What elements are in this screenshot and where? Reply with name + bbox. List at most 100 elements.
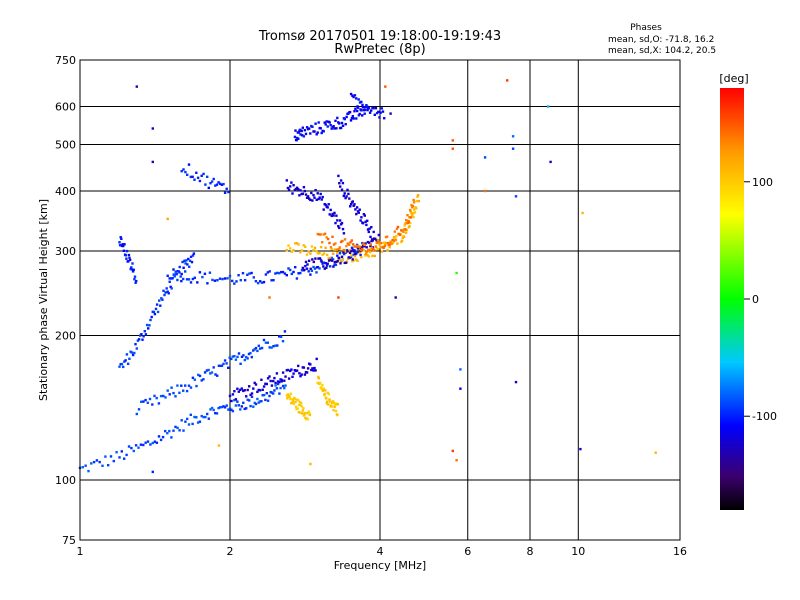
data-point — [400, 239, 404, 242]
data-point — [307, 250, 310, 253]
data-point — [133, 278, 136, 281]
data-point — [483, 156, 487, 159]
data-point — [295, 139, 298, 142]
data-point — [161, 298, 164, 301]
data-point — [209, 182, 212, 185]
data-point — [249, 404, 252, 408]
data-point — [416, 195, 419, 198]
data-point — [147, 327, 150, 330]
data-point — [292, 249, 295, 252]
data-point — [230, 408, 233, 411]
data-point — [264, 398, 267, 402]
data-point — [329, 400, 332, 403]
data-point — [312, 369, 315, 372]
data-point — [231, 393, 235, 396]
data-point — [337, 257, 341, 260]
data-point — [299, 375, 302, 378]
data-point — [221, 277, 224, 281]
data-point — [349, 119, 353, 122]
data-point — [312, 260, 315, 264]
data-point — [317, 257, 320, 260]
data-point — [176, 384, 179, 387]
data-point — [349, 241, 352, 244]
data-point — [326, 206, 329, 209]
data-point — [260, 378, 263, 381]
data-point — [348, 110, 352, 114]
data-point — [360, 109, 363, 112]
data-point — [186, 417, 189, 421]
data-point — [146, 440, 150, 443]
data-point — [265, 392, 268, 395]
data-point — [312, 249, 315, 252]
data-point — [101, 464, 104, 467]
data-point — [319, 127, 322, 130]
data-point — [279, 378, 282, 381]
data-point — [339, 185, 342, 188]
data-point — [319, 245, 323, 249]
data-point — [329, 208, 332, 212]
data-point — [230, 399, 233, 403]
data-point — [131, 270, 135, 273]
data-point — [90, 462, 93, 465]
data-point — [322, 252, 326, 255]
data-point — [210, 406, 214, 410]
data-point — [186, 263, 189, 266]
data-point — [322, 388, 325, 392]
data-point — [330, 248, 333, 251]
data-point — [254, 346, 258, 350]
data-point — [321, 241, 324, 244]
data-point — [352, 117, 355, 120]
data-point — [130, 446, 133, 450]
data-point — [222, 405, 225, 408]
data-point — [324, 389, 327, 392]
data-point — [352, 95, 355, 99]
y-tick-labels: 75 100 200 300 400 500 600 750 — [55, 54, 76, 547]
data-point — [281, 270, 285, 274]
data-point — [166, 389, 169, 392]
data-point — [289, 392, 293, 395]
data-point — [511, 147, 515, 150]
data-point — [326, 125, 329, 128]
data-point — [370, 239, 373, 243]
data-point — [343, 238, 347, 241]
data-point — [317, 377, 320, 380]
data-point — [391, 241, 395, 245]
data-point — [120, 237, 123, 240]
data-point — [170, 436, 173, 439]
data-point — [213, 279, 217, 282]
data-point — [297, 411, 301, 414]
data-point — [332, 265, 335, 268]
data-point — [332, 214, 335, 217]
data-point — [231, 409, 235, 413]
data-point — [143, 330, 146, 333]
data-point — [201, 275, 204, 279]
data-point — [345, 195, 348, 198]
data-point — [189, 386, 193, 389]
data-point — [243, 389, 246, 392]
data-point — [270, 384, 274, 387]
data-point — [351, 248, 354, 251]
data-point — [198, 271, 202, 274]
data-point — [272, 379, 275, 383]
data-point — [290, 368, 293, 371]
data-point — [134, 444, 138, 447]
data-point — [319, 382, 322, 385]
data-point — [304, 264, 307, 268]
data-point — [411, 206, 414, 209]
data-point — [405, 219, 408, 222]
data-point — [348, 197, 351, 200]
stats-x-mode: mean, sd,X: 104.2, 20.5 — [608, 46, 716, 56]
data-point — [339, 126, 343, 130]
data-point — [196, 421, 200, 424]
data-point — [338, 122, 341, 125]
data-point — [278, 272, 281, 275]
data-point — [347, 256, 350, 259]
data-point — [309, 267, 312, 270]
data-point — [292, 372, 295, 375]
data-point — [383, 241, 386, 244]
data-point — [297, 243, 300, 246]
data-point — [292, 402, 295, 405]
data-point — [318, 252, 321, 255]
colorbar-tick-label: -100 — [752, 410, 777, 423]
data-point — [352, 243, 355, 246]
